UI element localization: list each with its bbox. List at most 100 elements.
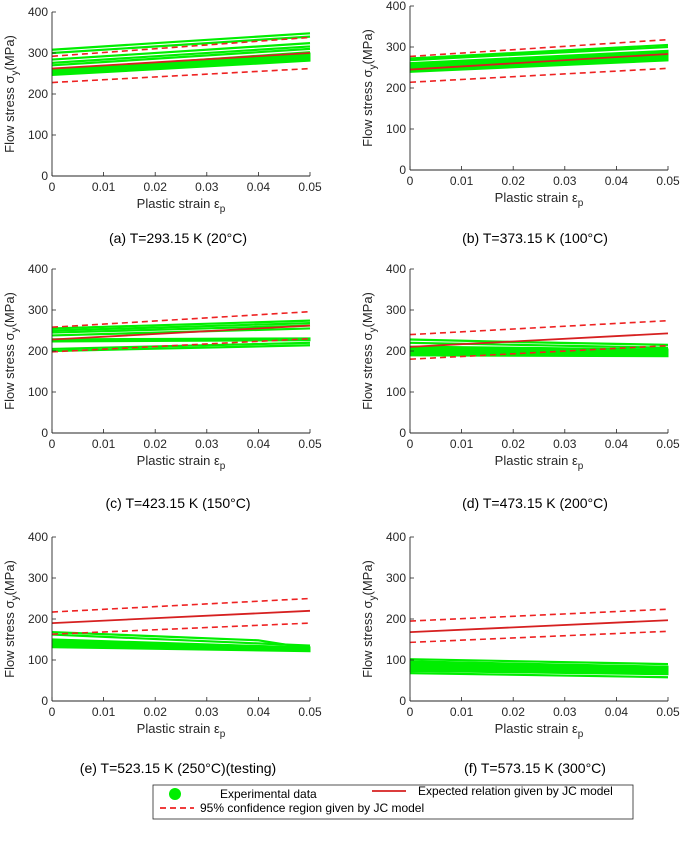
jc-lower-bound-line <box>51 67 311 84</box>
y-tick-label: 0 <box>41 694 48 708</box>
experimental-curve-2 <box>409 50 669 66</box>
y-tick-label: 0 <box>399 163 406 177</box>
x-tick-label: 0.05 <box>298 180 322 194</box>
panels-group: 0 100 200 300 400 0 0.01 0.02 0.03 0.04 0.05 Plasti… <box>2 0 680 776</box>
panel-caption: (b) T=373.15 K (100°C) <box>462 230 608 246</box>
y-axis-label: Flow stress σy(MPa) <box>360 292 379 410</box>
x-tick-label: 0.04 <box>247 180 271 194</box>
x-tick-label: 0.03 <box>195 180 219 194</box>
y-tick-label: 200 <box>28 87 48 101</box>
x-axis-label: Plastic strain εp <box>495 190 584 209</box>
jc-expected-line <box>409 332 669 348</box>
panel-e: 0 100 200 300 400 0 0.01 0.02 0.03 0.04 0.05 Plasti… <box>2 530 322 776</box>
panel-caption: (a) T=293.15 K (20°C) <box>109 230 247 246</box>
y-tick-label: 200 <box>28 612 48 626</box>
x-tick-label: 0.04 <box>605 174 629 188</box>
experimental-curve-1 <box>409 660 669 669</box>
legend: Experimental data Expected relation give… <box>152 784 634 820</box>
y-tick-label: 400 <box>386 0 406 13</box>
y-tick-label: 300 <box>386 303 406 317</box>
y-tick-label: 300 <box>28 303 48 317</box>
x-tick-label: 0.04 <box>605 705 629 719</box>
panel-caption: (f) T=573.15 K (300°C) <box>464 760 606 776</box>
experimental-curve-2 <box>51 324 311 334</box>
x-tick-label: 0.03 <box>553 705 577 719</box>
panel-b: 0 100 200 300 400 0 0.01 0.02 0.03 0.04 0.05 Plasti… <box>360 0 680 246</box>
experimental-curve-0 <box>51 319 311 330</box>
experimental-curve-2 <box>51 42 311 61</box>
y-axis-label: Flow stress σy(MPa) <box>2 292 21 410</box>
jc-lower-bound-line <box>51 622 311 635</box>
experimental-curve-2 <box>51 638 311 649</box>
x-tick-label: 0 <box>407 437 414 451</box>
jc-expected-line <box>51 52 311 70</box>
x-tick-label: 0.02 <box>502 174 526 188</box>
experimental-curve-1 <box>51 35 311 55</box>
x-tick-label: 0.02 <box>502 437 526 451</box>
x-tick-label: 0.01 <box>450 705 474 719</box>
x-tick-label: 0.04 <box>247 437 271 451</box>
y-tick-label: 400 <box>28 262 48 276</box>
y-tick-label: 100 <box>386 653 406 667</box>
x-tick-label: 0.01 <box>450 437 474 451</box>
x-tick-label: 0 <box>407 174 414 188</box>
experimental-curve-1 <box>51 322 311 332</box>
x-axis-label: Plastic strain εp <box>495 721 584 740</box>
legend-experimental-label: Experimental data <box>220 787 317 801</box>
x-axis-label: Plastic strain εp <box>137 453 226 472</box>
x-tick-label: 0.02 <box>144 437 168 451</box>
jc-lower-bound-line <box>409 67 669 84</box>
experimental-curve-4 <box>51 341 311 351</box>
jc-expected-line <box>409 619 669 634</box>
x-tick-label: 0.05 <box>656 174 680 188</box>
x-tick-label: 0.02 <box>144 180 168 194</box>
x-tick-label: 0.05 <box>656 705 680 719</box>
y-axis-label: Flow stress σy(MPa) <box>2 35 21 153</box>
panel-c: 0 100 200 300 400 0 0.01 0.02 0.03 0.04 0.05 Plasti… <box>2 262 322 511</box>
y-tick-label: 200 <box>386 344 406 358</box>
x-axis-label: Plastic strain εp <box>495 453 584 472</box>
legend-jc-ci-label: 95% confidence region given by JC model <box>200 801 424 815</box>
y-tick-label: 200 <box>386 81 406 95</box>
jc-lower-bound-line <box>409 344 669 360</box>
jc-lower-bound-line <box>409 630 669 644</box>
y-tick-label: 200 <box>28 344 48 358</box>
x-tick-label: 0.05 <box>298 705 322 719</box>
y-axis-label: Flow stress σy(MPa) <box>360 560 379 678</box>
jc-upper-bound-line <box>51 36 311 58</box>
x-tick-label: 0.03 <box>195 437 219 451</box>
panel-caption: (d) T=473.15 K (200°C) <box>462 495 608 511</box>
panel-caption: (e) T=523.15 K (250°C)(testing) <box>80 760 276 776</box>
x-tick-label: 0 <box>49 180 56 194</box>
x-axis-label: Plastic strain εp <box>137 196 226 215</box>
legend-jc-expected-label: Expected relation given by JC model <box>418 784 613 798</box>
y-tick-label: 0 <box>41 169 48 183</box>
jc-upper-bound-line <box>51 597 311 613</box>
jc-upper-bound-line <box>409 38 669 58</box>
y-tick-label: 100 <box>386 385 406 399</box>
panel-a: 0 100 200 300 400 0 0.01 0.02 0.03 0.04 0.05 Plasti… <box>2 5 322 246</box>
jc-expected-line <box>51 609 311 624</box>
jc-upper-bound-line <box>409 608 669 622</box>
experimental-curve-0 <box>51 32 311 51</box>
jc-lower-bound-line <box>51 337 311 353</box>
y-tick-label: 0 <box>399 426 406 440</box>
x-tick-label: 0.03 <box>553 437 577 451</box>
y-tick-label: 400 <box>28 5 48 19</box>
y-tick-label: 0 <box>41 426 48 440</box>
y-axis-label: Flow stress σy(MPa) <box>360 29 379 147</box>
x-tick-label: 0 <box>407 705 414 719</box>
y-tick-label: 300 <box>28 46 48 60</box>
x-tick-label: 0.01 <box>92 705 116 719</box>
y-tick-label: 200 <box>386 612 406 626</box>
x-tick-label: 0.02 <box>502 705 526 719</box>
y-tick-label: 400 <box>386 530 406 544</box>
panel-caption: (c) T=423.15 K (150°C) <box>105 495 250 511</box>
x-tick-label: 0.01 <box>92 180 116 194</box>
y-tick-label: 100 <box>386 122 406 136</box>
x-tick-label: 0.04 <box>247 705 271 719</box>
x-tick-label: 0.03 <box>553 174 577 188</box>
x-tick-label: 0 <box>49 705 56 719</box>
experimental-curve-0 <box>409 658 669 666</box>
